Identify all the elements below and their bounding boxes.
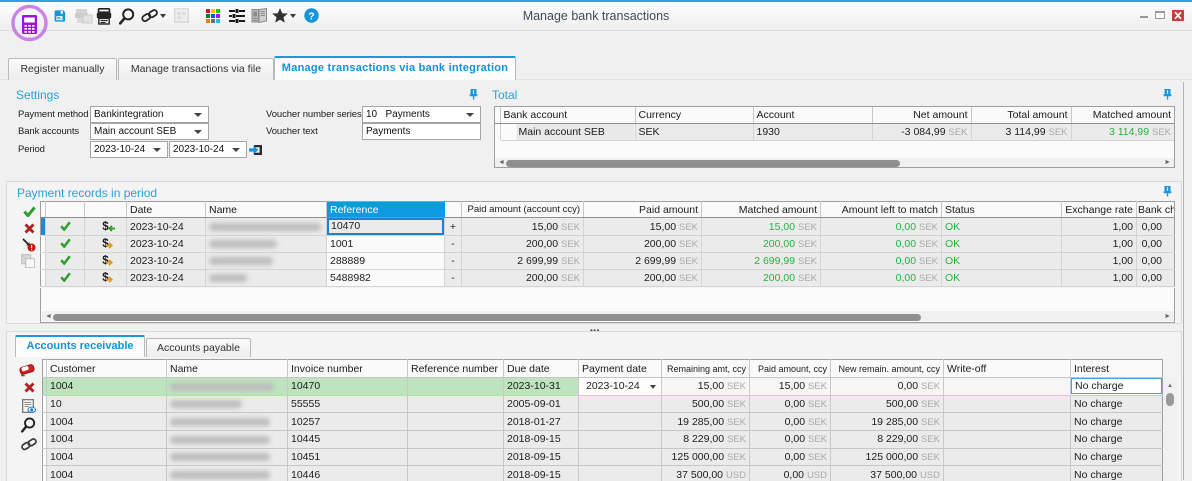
svg-text:?: ? — [308, 10, 314, 22]
